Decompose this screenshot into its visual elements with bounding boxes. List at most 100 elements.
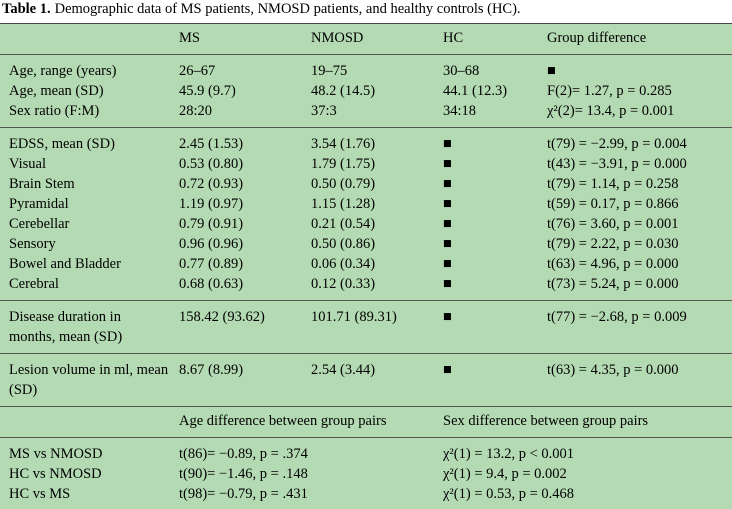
cell: χ²(1) = 13.2, p < 0.001 (434, 437, 732, 464)
header-cell (0, 406, 170, 438)
pair-row: HC vs NMOSD t(90)= −1.46, p = .148 χ²(1) =… (0, 464, 732, 484)
cell: 30–68 (434, 54, 538, 81)
cell: t(77) = −2.68, p = 0.009 (538, 300, 732, 354)
cell: 158.42 (93.62) (170, 300, 302, 354)
row-label: Age, mean (SD) (9, 83, 104, 99)
row-label: Sex ratio (F:M) (9, 103, 100, 119)
cell: 45.9 (9.7) (179, 83, 236, 99)
header-cell: Group difference (538, 23, 732, 55)
cell: ■ (434, 300, 538, 354)
cell: ■ (443, 276, 452, 292)
row-label: MS vs NMOSD (0, 437, 170, 464)
cell: ■ (443, 156, 452, 172)
header-cell (0, 23, 170, 55)
row-label: Cerebellar (9, 216, 70, 232)
row-label: HC vs NMOSD (9, 466, 102, 482)
cell: χ²(2)= 13.4, p = 0.001 (547, 103, 675, 119)
row-label: Age, range (years) (0, 54, 170, 81)
data-row: Lesion volume in ml, mean (SD) 8.67 (8.99… (0, 353, 732, 407)
cell: 0.72 (0.93) (179, 176, 244, 192)
cell: t(79) = −2.99, p = 0.004 (538, 127, 732, 154)
header-cell: Age difference between group pairs (170, 406, 434, 438)
row-label: Visual (9, 156, 46, 172)
data-row: Cerebellar 0.79 (0.91) 0.21 (0.54) ■ t(76) =… (0, 214, 732, 234)
cell: 0.68 (0.63) (179, 276, 244, 292)
cell: 0.50 (0.86) (311, 236, 376, 252)
cell: ■ (434, 127, 538, 154)
cell: 0.50 (0.79) (311, 176, 376, 192)
cell: 0.12 (0.33) (311, 276, 376, 292)
cell: ■ (443, 176, 452, 192)
cell: ■ (538, 54, 732, 81)
data-row: Sensory 0.96 (0.96) 0.50 (0.86) ■ t(79) = 2.… (0, 234, 732, 254)
cell: ■ (443, 236, 452, 252)
row-label: Sensory (9, 236, 56, 252)
cell: 0.06 (0.34) (311, 256, 376, 272)
header-cell: HC (434, 23, 538, 55)
cell: 2.45 (1.53) (170, 127, 302, 154)
pair-header-row: Age difference between group pairs Sex di… (0, 406, 732, 438)
cell: 2.54 (3.44) (302, 353, 434, 407)
data-row: Age, mean (SD) 45.9 (9.7) 48.2 (14.5) 44.1 … (0, 81, 732, 101)
cell: 48.2 (14.5) (311, 83, 376, 99)
data-row: Sex ratio (F:M) 28:20 37:3 34:18 χ²(2)= 13.4… (0, 101, 732, 128)
cell: t(98)= −0.79, p = .431 (170, 484, 434, 509)
data-row: EDSS, mean (SD) 2.45 (1.53) 3.54 (1.76) ■ t(… (0, 127, 732, 154)
row-label: Cerebral (9, 276, 59, 292)
cell: t(86)= −0.89, p = .374 (170, 437, 434, 464)
cell: 0.79 (0.91) (179, 216, 244, 232)
caption-text: Demographic data of MS patients, NMOSD p… (54, 1, 521, 17)
header-cell: NMOSD (302, 23, 434, 55)
data-row: Bowel and Bladder 0.77 (0.89) 0.06 (0.34) ■… (0, 254, 732, 274)
data-row: Pyramidal 1.19 (0.97) 1.15 (1.28) ■ t(59) = … (0, 194, 732, 214)
pair-body: MS vs NMOSD t(86)= −0.89, p = .374 χ²(1) =… (0, 437, 732, 509)
cell: t(43) = −3.91, p = 0.000 (547, 156, 687, 172)
cell: t(73) = 5.24, p = 0.000 (547, 276, 679, 292)
row-label: Disease duration in months, mean (SD) (0, 300, 170, 354)
cell: t(59) = 0.17, p = 0.866 (547, 196, 679, 212)
cell: 34:18 (443, 103, 477, 119)
pair-row: HC vs MS t(98)= −0.79, p = .431 χ²(1) = 0.… (0, 484, 732, 509)
cell: 0.96 (0.96) (179, 236, 244, 252)
header-cell: MS (170, 23, 302, 55)
data-row: Disease duration in months, mean (SD) 158… (0, 300, 732, 354)
cell: t(76) = 3.60, p = 0.001 (547, 216, 679, 232)
data-row: Brain Stem 0.72 (0.93) 0.50 (0.79) ■ t(79) =… (0, 174, 732, 194)
cell: t(63) = 4.96, p = 0.000 (547, 256, 679, 272)
row-label: HC vs MS (0, 484, 170, 509)
cell: 0.53 (0.80) (179, 156, 244, 172)
row-label: Lesion volume in ml, mean (SD) (0, 353, 170, 407)
caption-label: Table 1. (2, 1, 51, 17)
cell: 1.15 (1.28) (311, 196, 376, 212)
cell: 0.77 (0.89) (179, 256, 244, 272)
cell: 0.21 (0.54) (311, 216, 376, 232)
cell: ■ (443, 256, 452, 272)
cell: 37:3 (311, 103, 337, 119)
cell: 1.19 (0.97) (179, 196, 244, 212)
cell: 101.71 (89.31) (302, 300, 434, 354)
cell: χ²(1) = 0.53, p = 0.468 (434, 484, 732, 509)
cell: 3.54 (1.76) (302, 127, 434, 154)
cell: t(79) = 1.14, p = 0.258 (547, 176, 679, 192)
cell: 26–67 (170, 54, 302, 81)
cell: t(63) = 4.35, p = 0.000 (538, 353, 732, 407)
cell: ■ (443, 216, 452, 232)
cell: 19–75 (302, 54, 434, 81)
cell: F(2)= 1.27, p = 0.285 (547, 83, 672, 99)
data-row: Age, range (years) 26–67 19–75 30–68 ■ (0, 54, 732, 81)
row-label: EDSS, mean (SD) (0, 127, 170, 154)
row-label: Pyramidal (9, 196, 69, 212)
table-body: MS NMOSD HC Group difference Age, range (yea… (0, 23, 732, 438)
data-row: Cerebral 0.68 (0.63) 0.12 (0.33) ■ t(73) = 5… (0, 274, 732, 301)
pair-row: MS vs NMOSD t(86)= −0.89, p = .374 χ²(1) =… (0, 437, 732, 464)
row-label: Bowel and Bladder (9, 256, 121, 272)
cell: ■ (443, 196, 452, 212)
cell: 28:20 (179, 103, 213, 119)
cell: 1.79 (1.75) (311, 156, 376, 172)
data-row: Visual 0.53 (0.80) 1.79 (1.75) ■ t(43) = −3.… (0, 154, 732, 174)
table: MS NMOSD HC Group difference Age, range (yea… (0, 23, 732, 509)
caption: Table 1. Demographic data of MS patients,… (0, 0, 732, 23)
cell: t(79) = 2.22, p = 0.030 (547, 236, 679, 252)
cell: ■ (434, 353, 538, 407)
